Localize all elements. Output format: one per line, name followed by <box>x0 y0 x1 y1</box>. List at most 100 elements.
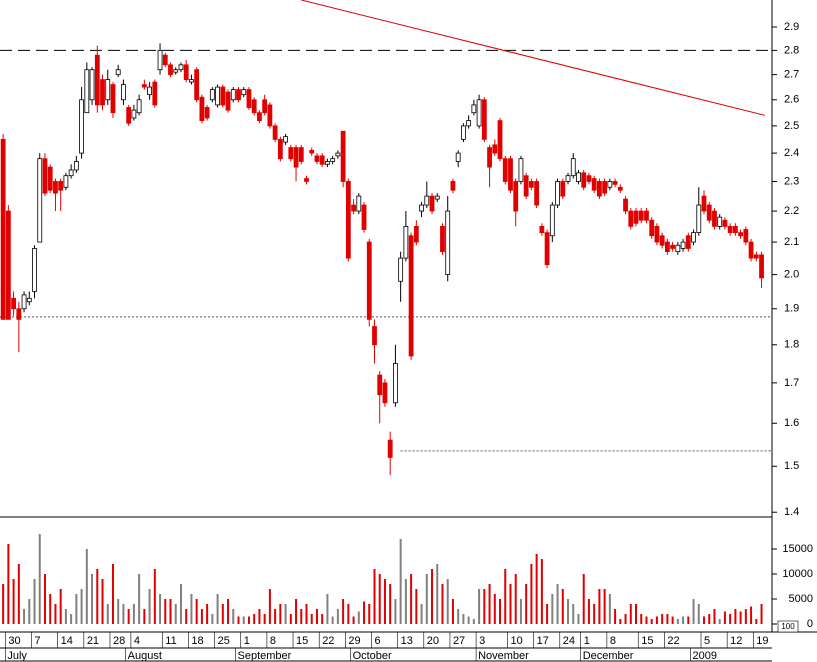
candle-body <box>586 175 592 182</box>
volume-bar <box>12 579 15 624</box>
x-tick-label: 18 <box>191 635 203 647</box>
volume-bar <box>661 614 664 624</box>
candle-body <box>722 219 728 227</box>
candle-body <box>37 158 43 243</box>
candle-body <box>434 195 440 200</box>
volume-bar <box>394 599 397 624</box>
volume-bar <box>310 614 313 624</box>
volume-bar <box>253 614 256 624</box>
volume-bar <box>7 544 10 624</box>
volume-bar <box>404 579 407 624</box>
x-tick-label: 5 <box>704 635 710 647</box>
volume-bar <box>111 564 114 624</box>
volume-bar <box>347 604 350 624</box>
candle-body <box>743 229 749 243</box>
volume-bar <box>572 604 575 624</box>
candle-body <box>199 96 205 121</box>
candle-body <box>581 172 587 188</box>
volume-bar <box>49 594 52 624</box>
volume-bar <box>760 604 763 624</box>
volume-bar <box>232 609 235 624</box>
candle-body <box>455 152 461 162</box>
volume-bar <box>106 604 109 624</box>
volume-bar <box>185 609 188 624</box>
y-tick-label: 2.6 <box>784 94 799 106</box>
volume-bar <box>153 569 156 624</box>
volume-bar <box>608 594 611 624</box>
volume-bar <box>598 589 601 624</box>
candle-body <box>691 232 696 243</box>
volume-bar <box>535 554 538 624</box>
volume-bar <box>85 549 88 624</box>
candle-body <box>335 152 341 157</box>
candle-body <box>461 125 466 140</box>
candle-body <box>0 138 6 320</box>
volume-bar <box>462 614 465 624</box>
volume-bar <box>96 569 99 624</box>
candle-body <box>544 232 550 266</box>
volume-bar <box>190 594 193 624</box>
candle-body <box>638 210 644 221</box>
candle-body <box>262 99 268 114</box>
volume-bar <box>619 619 622 624</box>
x-tick-label: 7 <box>35 635 41 647</box>
volume-bar <box>305 604 308 624</box>
volume-bar <box>17 564 20 624</box>
candle-body <box>183 64 189 80</box>
candle-body <box>53 181 58 194</box>
candle-body <box>293 147 299 168</box>
volume-bar <box>321 614 324 624</box>
y-tick-label: 1.6 <box>784 417 799 429</box>
x-tick-label: 22 <box>322 635 334 647</box>
volume-bar <box>80 589 83 624</box>
candle-body <box>21 294 27 310</box>
volume-bar <box>227 599 230 624</box>
volume-bar <box>587 599 590 624</box>
candle-body <box>351 204 356 212</box>
candle-body <box>330 158 336 162</box>
y-tick-label: 2.3 <box>784 175 799 187</box>
volume-bar <box>43 574 46 624</box>
month-label: September <box>238 650 292 662</box>
candle-body <box>121 84 126 101</box>
candle-body <box>596 181 602 197</box>
volume-bar <box>54 604 57 624</box>
volume-bar <box>525 584 528 624</box>
candle-body <box>602 181 608 194</box>
candle-body <box>173 69 179 73</box>
candle-body <box>555 181 560 206</box>
volume-bar <box>326 594 329 624</box>
volume-bar <box>415 589 418 624</box>
candle-body <box>712 210 717 227</box>
candle-body <box>413 225 419 243</box>
volume-bar <box>713 609 716 624</box>
candle-body <box>523 175 529 197</box>
x-tick-label: 15 <box>296 635 308 647</box>
candle-body <box>220 86 226 106</box>
candle-body <box>419 204 424 212</box>
volume-bar <box>368 604 371 624</box>
candle-body <box>492 144 498 154</box>
candle-body <box>497 120 503 160</box>
volume-bar <box>635 604 638 624</box>
candle-body <box>502 158 508 182</box>
x-tick-label: 29 <box>348 635 360 647</box>
month-label: August <box>128 650 162 662</box>
volume-bar <box>195 599 198 624</box>
volume-bar <box>446 579 449 624</box>
candle-body <box>84 69 90 114</box>
volume-bar <box>478 589 481 624</box>
volume-bar <box>509 584 512 624</box>
x-tick-label: 15 <box>641 635 653 647</box>
volume-bar <box>2 584 5 624</box>
candle-body <box>298 147 304 162</box>
candle-body <box>267 104 273 127</box>
candle-body <box>623 198 628 212</box>
y-tick-label: 2.1 <box>784 236 799 248</box>
candle-body <box>126 107 132 124</box>
volume-bar <box>655 616 658 624</box>
volume-bar <box>410 574 413 624</box>
candle-body <box>26 297 32 303</box>
volume-bar <box>718 619 721 624</box>
y-tick-label: 2.9 <box>784 21 799 33</box>
